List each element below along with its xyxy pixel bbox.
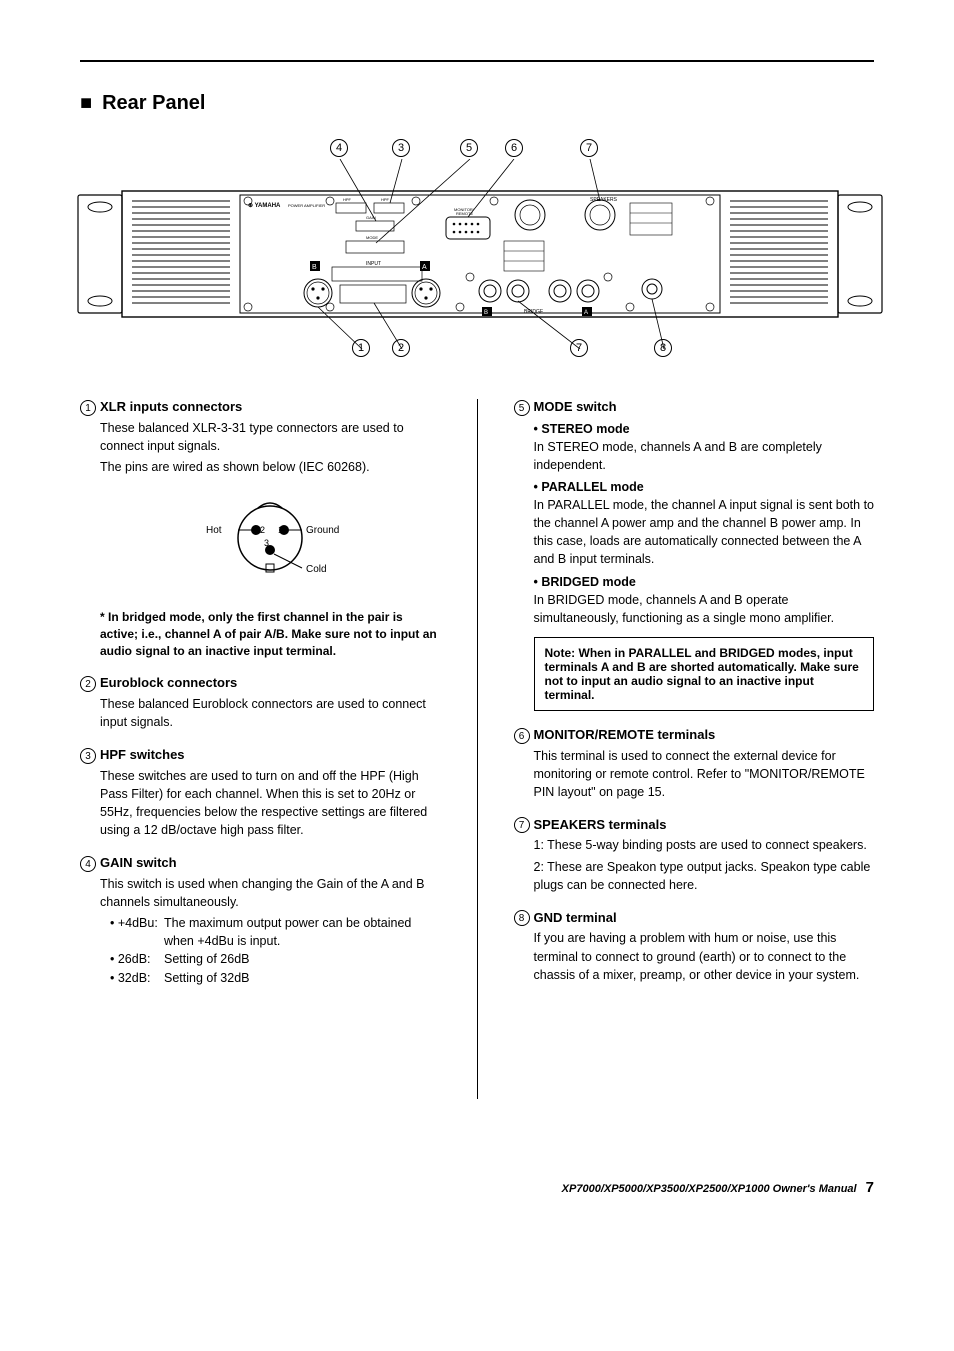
manual-title: XP7000/XP5000/XP3500/XP2500/XP1000 Owner…	[562, 1183, 857, 1195]
item-title: GAIN switch	[100, 855, 177, 870]
item-title: XLR inputs connectors	[100, 399, 242, 414]
svg-text:2: 2	[260, 525, 265, 535]
item-title: MODE switch	[534, 399, 617, 414]
num-icon: 1	[80, 400, 96, 416]
num-icon: 6	[514, 728, 530, 744]
page-number: 7	[866, 1179, 874, 1196]
gain-option: • +4dBu:The maximum output power can be …	[110, 914, 441, 950]
page-footer: XP7000/XP5000/XP3500/XP2500/XP1000 Owner…	[80, 1179, 874, 1196]
top-rule	[80, 60, 874, 62]
item-hpf-switches: 3 HPF switches These switches are used to…	[80, 747, 441, 839]
svg-text:SPEAKERS: SPEAKERS	[590, 197, 618, 203]
body-text: 1: These 5-way binding posts are used to…	[534, 836, 875, 854]
svg-text:HPF: HPF	[381, 197, 390, 202]
svg-text:A: A	[422, 264, 427, 271]
pin-label-cold: Cold	[306, 564, 327, 575]
svg-text:POWER AMPLIFIER: POWER AMPLIFIER	[288, 203, 325, 208]
body-text: These switches are used to turn on and o…	[100, 767, 441, 840]
svg-text:⊕ YAMAHA: ⊕ YAMAHA	[248, 203, 281, 209]
svg-text:B: B	[484, 310, 488, 316]
item-monitor-remote: 6 MONITOR/REMOTE terminals This terminal …	[514, 727, 875, 801]
num-icon: 7	[514, 817, 530, 833]
num-icon: 2	[80, 676, 96, 692]
svg-text:B: B	[312, 264, 317, 271]
num-icon: 4	[80, 856, 96, 872]
item-xlr-inputs: 1 XLR inputs connectors These balanced XL…	[80, 399, 441, 659]
item-title: MONITOR/REMOTE terminals	[534, 727, 716, 742]
item-gnd-terminal: 8 GND terminal If you are having a proble…	[514, 910, 875, 984]
svg-text:1: 1	[278, 525, 283, 535]
bridged-mode-note: * In bridged mode, only the first channe…	[100, 609, 441, 659]
body-text: In BRIDGED mode, channels A and B operat…	[534, 591, 875, 627]
svg-text:MODE: MODE	[366, 235, 378, 240]
left-column: 1 XLR inputs connectors These balanced XL…	[80, 399, 441, 1099]
body-text: These balanced Euroblock connectors are …	[100, 695, 441, 731]
item-title: GND terminal	[534, 910, 617, 925]
item-title: SPEAKERS terminals	[534, 817, 667, 832]
num-icon: 5	[514, 400, 530, 416]
rear-panel-diagram: 4 3 5 6 7 1 2 7 8	[80, 139, 874, 359]
svg-text:BRIDGE: BRIDGE	[524, 309, 544, 315]
body-text: 2: These are Speakon type output jacks. …	[534, 858, 875, 894]
body-text: This terminal is used to connect the ext…	[534, 747, 875, 801]
mode-bridged: BRIDGED mode In BRIDGED mode, channels A…	[534, 573, 875, 627]
xlr-pin-diagram: 1 2 3 Hot Ground Cold	[100, 488, 441, 593]
callout-top-4: 4	[330, 139, 348, 157]
section-title: Rear Panel	[80, 92, 874, 115]
content-columns: 1 XLR inputs connectors These balanced XL…	[80, 399, 874, 1099]
body-text: In STEREO mode, channels A and B are com…	[534, 438, 875, 474]
callout-top-7: 7	[580, 139, 598, 157]
column-divider	[477, 399, 478, 1099]
num-icon: 8	[514, 910, 530, 926]
pin-label-hot: Hot	[206, 525, 222, 536]
gain-option: • 26dB:Setting of 26dB	[110, 950, 441, 968]
item-euroblock: 2 Euroblock connectors These balanced Eur…	[80, 675, 441, 731]
num-icon: 3	[80, 748, 96, 764]
mode-note-box: Note: When in PARALLEL and BRIDGED modes…	[534, 637, 875, 711]
callout-top-5: 5	[460, 139, 478, 157]
body-text: These balanced XLR-3-31 type connectors …	[100, 419, 441, 455]
gain-option: • 32dB:Setting of 32dB	[110, 969, 441, 987]
item-title: Euroblock connectors	[100, 675, 237, 690]
callout-top-6: 6	[505, 139, 523, 157]
pin-label-ground: Ground	[306, 525, 339, 536]
mode-stereo: STEREO mode In STEREO mode, channels A a…	[534, 420, 875, 474]
item-mode-switch: 5 MODE switch STEREO mode In STEREO mode,…	[514, 399, 875, 711]
svg-text:3: 3	[264, 538, 269, 548]
svg-text:HPF: HPF	[343, 197, 352, 202]
item-gain-switch: 4 GAIN switch This switch is used when ch…	[80, 855, 441, 986]
item-speakers: 7 SPEAKERS terminals 1: These 5-way bindi…	[514, 817, 875, 894]
svg-text:INPUT: INPUT	[366, 261, 381, 267]
mode-parallel: PARALLEL mode In PARALLEL mode, the chan…	[534, 478, 875, 569]
body-text: If you are having a problem with hum or …	[534, 929, 875, 983]
right-column: 5 MODE switch STEREO mode In STEREO mode,…	[514, 399, 875, 1099]
page: Rear Panel 4 3 5 6 7 1 2 7 8	[0, 0, 954, 1236]
body-text: The pins are wired as shown below (IEC 6…	[100, 458, 441, 476]
callout-top-3: 3	[392, 139, 410, 157]
body-text: In PARALLEL mode, the channel A input si…	[534, 496, 875, 569]
body-text: This switch is used when changing the Ga…	[100, 875, 441, 911]
svg-text:A: A	[584, 310, 588, 316]
item-title: HPF switches	[100, 747, 185, 762]
